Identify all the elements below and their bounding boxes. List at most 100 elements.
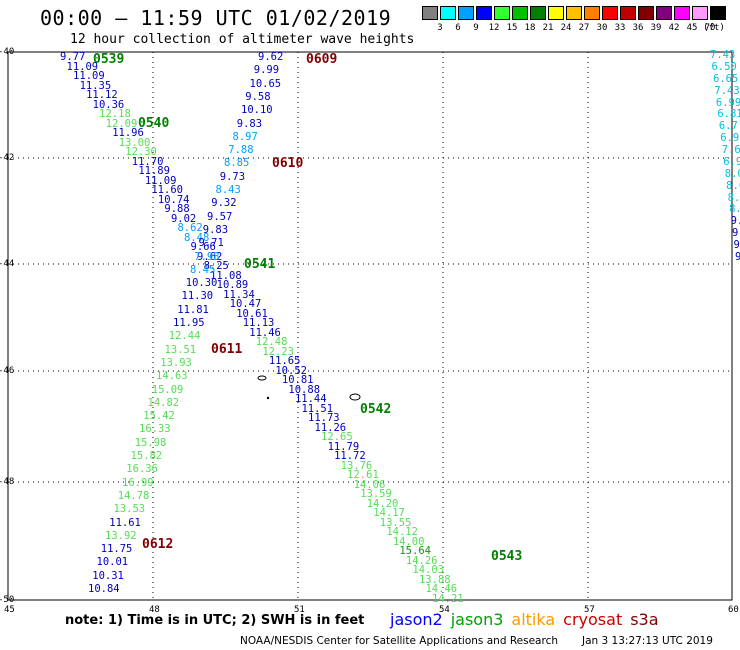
swh-value: 9.73: [219, 170, 246, 183]
swh-value: 9.71: [198, 237, 224, 250]
swh-value: 13.93: [160, 356, 192, 369]
longitude-label: 54: [439, 605, 450, 615]
legend-swatch: [422, 6, 438, 20]
legend-label: 24: [560, 23, 572, 33]
swh-value: 6.9: [723, 155, 740, 168]
legend-swatch: [530, 6, 546, 20]
swh-value: 7.98: [194, 250, 220, 263]
footer-note: note: 1) Time is in UTC; 2) SWH is in fe…: [65, 613, 365, 628]
pass-time-label: 0540: [138, 116, 170, 131]
swh-value: 10.47: [229, 298, 262, 311]
legend-label: 33: [614, 23, 626, 33]
swh-value: 10.81: [281, 374, 314, 387]
swh-value: 12.48: [255, 336, 288, 349]
swh-value: 11.26: [314, 421, 347, 434]
swh-value: 11.44: [294, 393, 327, 406]
swh-value: 9.32: [211, 197, 237, 210]
credit-text: NOAA/NESDIS Center for Satellite Applica…: [240, 635, 558, 647]
swh-value: 14.03: [412, 564, 445, 577]
legend-swatch: [494, 6, 510, 20]
swh-value: 8.6: [726, 179, 740, 192]
legend-swatch: [476, 6, 492, 20]
swh-value: 14.06: [353, 478, 386, 491]
swh-value: 7.43: [714, 84, 740, 97]
island-outline: [257, 375, 267, 381]
map-subtitle: 12 hour collection of altimeter wave hei…: [70, 32, 415, 47]
pass-time-label: 0609: [306, 52, 338, 67]
satellite-key: jason2 jason3 altika cryosat s3a: [390, 610, 667, 629]
swh-value: 15.09: [151, 383, 184, 396]
swh-value: 9.77: [60, 51, 86, 63]
swh-value: 8.62: [177, 222, 203, 235]
swh-value: 11.73: [308, 412, 340, 425]
legend-label: 42: [668, 23, 680, 33]
swh-value: 9.58: [245, 90, 271, 103]
swh-value: 9: [733, 239, 740, 252]
swh-value: 11.81: [177, 303, 209, 316]
swh-value: 11.09: [73, 70, 105, 83]
swh-value: 12.65: [321, 431, 353, 444]
swh-value: 11.09: [144, 174, 177, 187]
pass-time-label: 0612: [142, 537, 174, 552]
swh-value: 13.76: [340, 459, 373, 472]
swh-value: 14.00: [392, 535, 425, 548]
legend-swatch: [548, 6, 564, 20]
swh-value: 16.99: [122, 476, 154, 489]
legend-label: 45: [686, 23, 698, 33]
latitude-label: -50: [0, 595, 15, 605]
swh-value: 8.25: [203, 260, 229, 273]
swh-value: 14.82: [147, 396, 180, 409]
swh-value: 11.08: [210, 269, 242, 282]
swh-value: 14.46: [425, 583, 458, 596]
swh-value: 14.78: [117, 489, 150, 502]
legend-swatch: [710, 6, 726, 20]
swh-value: 6.99: [715, 96, 740, 109]
legend-unit: (ft): [703, 23, 725, 33]
swh-value: 12.18: [99, 108, 131, 121]
swh-value: 6.50: [711, 60, 737, 73]
swh-value: 11.34: [223, 288, 255, 301]
swh-value: 9.02: [170, 212, 197, 225]
swh-value: 11.89: [138, 165, 170, 178]
swh-value: 11.60: [151, 184, 183, 197]
swh-value: 11.96: [112, 127, 144, 140]
swh-value: 13.55: [379, 516, 412, 529]
swh-value: 14.21: [432, 593, 464, 605]
swh-value: 7.43: [710, 49, 736, 61]
legend-label: 9: [473, 23, 479, 33]
island-outline: [266, 396, 270, 400]
swh-value: 13.51: [164, 343, 197, 356]
swh-value: 10.31: [92, 569, 124, 582]
swh-value: 11.35: [79, 79, 112, 92]
swh-value: 9.: [730, 215, 740, 228]
legend-label: 12: [488, 23, 500, 33]
legend-label: 15: [506, 23, 518, 33]
swh-value: 9.57: [207, 210, 233, 223]
latitude-label: -44: [0, 259, 15, 269]
legend-label: 6: [455, 23, 461, 33]
latitude-label: -40: [0, 47, 15, 57]
swh-value: 9: [735, 251, 740, 263]
swh-value: 11.75: [100, 543, 133, 556]
swh-value: 11.09: [66, 60, 99, 73]
swh-value: 6.7: [718, 120, 738, 133]
swh-value: 8.97: [232, 130, 258, 143]
swh-value: 11.79: [327, 440, 360, 453]
swh-value: 11.13: [242, 317, 275, 330]
swh-value: 12.09: [105, 117, 138, 130]
swh-value: 13.53: [113, 503, 146, 516]
swh-value: 8.: [729, 203, 740, 216]
plot-frame: [7, 51, 733, 601]
pass-time-label: 0541: [244, 257, 276, 272]
satellite-key-cryosat: cryosat: [563, 610, 623, 629]
swh-value: 7.6: [721, 144, 740, 157]
legend-label: 36: [632, 23, 644, 33]
swh-value: 12.61: [347, 469, 379, 482]
swh-value: 10.89: [216, 279, 249, 292]
swh-value: 10.61: [236, 307, 268, 320]
swh-value: 13.88: [418, 573, 451, 586]
satellite-key-s3a: s3a: [630, 610, 659, 629]
swh-value: 9.: [732, 227, 740, 240]
swh-value: 8.43: [215, 184, 241, 196]
